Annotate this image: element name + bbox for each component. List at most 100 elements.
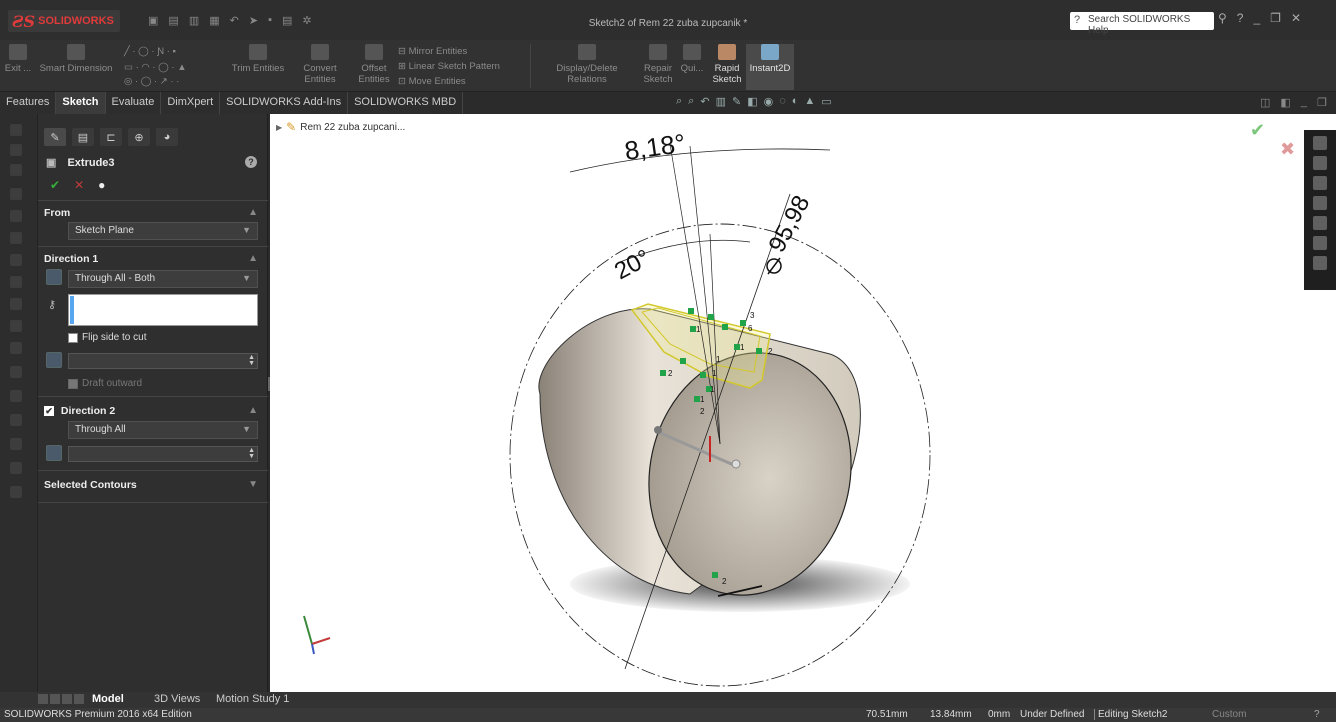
relation-icon[interactable] [712,572,718,578]
tab-3d-views[interactable]: 3D Views [154,693,201,705]
relation-icon[interactable] [734,344,740,350]
select-icon[interactable]: ➤ [248,15,259,27]
spin-buttons[interactable]: ▲ ▼ [248,447,255,460]
strip-tool-icon[interactable] [10,414,22,426]
mirror-entities-button[interactable]: ⊟ Mirror Entities [398,46,468,57]
prev-tab-icon[interactable] [50,694,60,704]
draft-outward-checkbox-box[interactable] [68,378,78,389]
strip-tool-icon[interactable] [10,144,22,156]
relation-icon[interactable] [690,326,696,332]
from-select[interactable]: Sketch Plane ▼ [68,222,258,240]
display-manager-tab-icon[interactable]: ◕ [156,128,178,146]
help-icon[interactable]: ? [1236,11,1244,25]
sketch-line-tools[interactable]: ╱ · ◯ · Ɲ · ▪ [124,46,176,57]
smart-dimension-button[interactable]: Smart Dimension [36,44,116,74]
feature-manager-tab-icon[interactable]: ✎ [44,128,66,146]
repair-sketch-button[interactable]: Repair Sketch [640,44,676,85]
doc-restore-icon[interactable]: ❐ [1316,97,1327,109]
direction2-draft-input[interactable]: ▲ ▼ [68,446,258,462]
first-tab-icon[interactable] [38,694,48,704]
strip-tool-icon[interactable] [10,254,22,266]
flip-side-to-cut-checkbox[interactable]: Flip side to cut [68,332,146,343]
open-icon[interactable]: ▤ [168,15,179,27]
draft-angle-input[interactable]: ▲ ▼ [68,353,258,369]
minimize-icon[interactable]: _ [1253,11,1261,25]
tab-sketch[interactable]: Sketch [56,92,106,114]
expand-triangle-icon[interactable]: ▶ [276,122,283,132]
close-icon[interactable]: ✕ [1290,11,1301,25]
collapse-chevron-icon[interactable]: ▲ [248,253,258,264]
strip-tool-icon[interactable] [10,366,22,378]
edit-appearance-icon[interactable]: ◐ [791,95,799,107]
cylinder-front-face[interactable] [627,334,873,614]
move-entities-button[interactable]: ⊡ Move Entities [398,76,466,87]
quick-tips-icon[interactable]: ? [1314,709,1320,720]
convert-entities-button[interactable]: Convert Entities [288,44,352,85]
view-orientation-icon[interactable]: ◧ [747,96,758,108]
dimxpert-manager-tab-icon[interactable]: ⊕ [128,128,150,146]
tab-addins[interactable]: SOLIDWORKS Add-Ins [220,92,349,114]
search-icon[interactable]: ⚲ [1218,11,1227,25]
relation-icon[interactable] [708,314,714,320]
sketch-shape-tools[interactable]: ▭ · ◠ · ◯ · ▲ [124,62,187,73]
confirm-accept-icon[interactable]: ✔ [1250,120,1266,140]
relation-icon[interactable] [688,308,694,314]
doc-minimize-icon[interactable]: _ [1300,96,1307,108]
detailed-preview-icon[interactable]: ● [98,178,106,192]
unit-system-select[interactable]: Custom [1212,709,1247,720]
dim-angle-20[interactable]: 20° [610,244,655,285]
relation-icon[interactable] [756,348,762,354]
restore-icon[interactable]: ❐ [1270,11,1281,25]
exit-sketch-button[interactable]: Exit ... [4,44,32,74]
strip-tool-icon[interactable] [10,164,22,176]
forum-icon[interactable] [1313,256,1327,270]
doc-tile-icon[interactable]: ◫ [1260,97,1271,109]
strip-tool-icon[interactable] [10,438,22,450]
relation-icon[interactable] [694,396,700,402]
design-library-icon[interactable] [1313,156,1327,170]
strip-tool-icon[interactable] [10,232,22,244]
strip-tool-icon[interactable] [10,188,22,200]
draft-outward-checkbox[interactable]: Draft outward [68,378,142,389]
undo-icon[interactable]: ↶ [229,15,239,27]
graphics-area[interactable]: ▶ ✎ Rem 22 zuba zupcani... [270,114,1336,692]
tab-mbd[interactable]: SOLIDWORKS MBD [348,92,464,114]
doc-cascade-icon[interactable]: ◧ [1280,97,1291,109]
custom-properties-icon[interactable] [1313,236,1327,250]
dim-angle-8-18[interactable]: 8,18° [623,128,688,166]
strip-tool-icon[interactable] [10,276,22,288]
direction2-end-condition-select[interactable]: Through All ▼ [68,421,258,439]
file-explorer-icon[interactable] [1313,176,1327,190]
strip-tool-icon[interactable] [10,298,22,310]
quick-snaps-button[interactable]: Qui... [678,44,706,74]
previous-view-icon[interactable]: ↶ [700,96,710,108]
zoom-to-fit-icon[interactable]: ⌕ [676,95,683,107]
hide-show-icon[interactable]: ◌ [779,95,786,107]
outer-diameter-circle[interactable] [509,223,931,687]
help-search-input[interactable]: ? Search SOLIDWORKS Help [1070,12,1214,36]
instant2d-button[interactable]: Instant2D [746,44,794,90]
direction1-reference-field[interactable] [68,294,258,326]
direction2-section-header[interactable]: ✔ Direction 2 ▲ [38,402,268,420]
strip-tool-icon[interactable] [10,390,22,402]
rapid-sketch-button[interactable]: Rapid Sketch [710,44,744,85]
linear-pattern-button[interactable]: ⊞ Linear Sketch Pattern [398,61,500,72]
trim-entities-button[interactable]: Trim Entities [230,44,286,74]
confirm-cancel-icon[interactable]: ✖ [1280,139,1296,159]
strip-tool-icon[interactable] [10,462,22,474]
configuration-manager-tab-icon[interactable]: ⊏ [100,128,122,146]
dim-diameter-95-98[interactable]: 95,98 [763,191,815,257]
dynamic-annotation-icon[interactable]: ✎ [731,96,742,108]
relation-icon[interactable] [700,372,706,378]
tab-motion-study[interactable]: Motion Study 1 [216,693,290,705]
cancel-x-button[interactable]: ✕ [74,178,85,192]
direction1-end-condition-select[interactable]: Through All - Both ▼ [68,270,258,288]
relation-icon[interactable] [740,320,746,326]
appearances-icon[interactable] [1313,216,1327,230]
solidworks-logo[interactable]: ƧS SOLIDWORKS [8,10,120,32]
tab-evaluate[interactable]: Evaluate [106,92,162,114]
next-tab-icon[interactable] [62,694,72,704]
collapse-chevron-icon[interactable]: ▲ [248,405,258,416]
pm-help-icon[interactable]: ? [245,156,257,168]
tab-model[interactable]: Model [92,693,124,705]
